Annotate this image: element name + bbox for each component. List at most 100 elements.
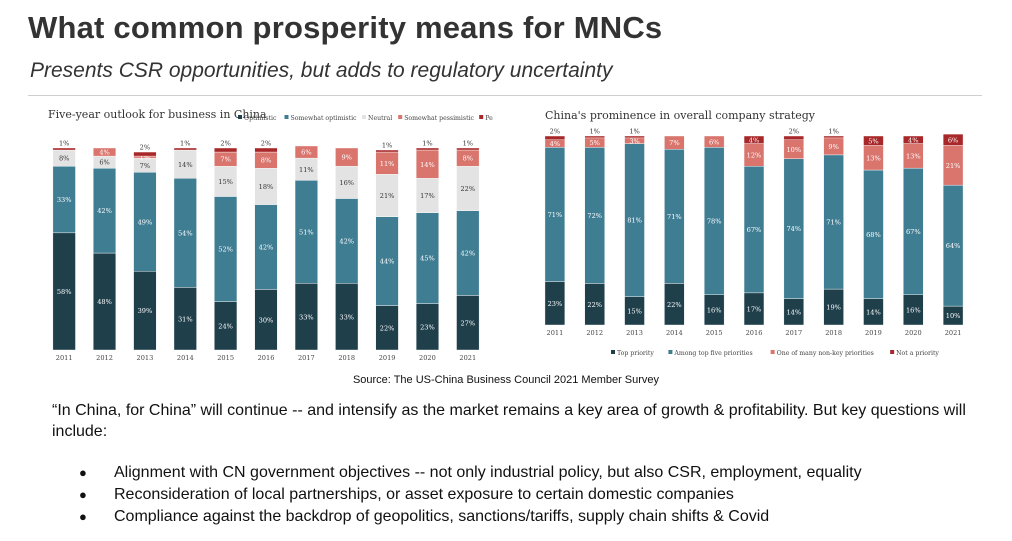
legend-swatch	[479, 115, 484, 119]
data-label: 18%	[259, 183, 274, 191]
bar-segment	[254, 147, 278, 153]
x-tick-label: 2019	[865, 329, 882, 337]
data-label: 4%	[908, 136, 918, 144]
legend-swatch	[611, 350, 615, 354]
x-tick-label: 2013	[137, 354, 154, 362]
bullet-dot-icon: ●	[79, 465, 87, 480]
data-label: 8%	[463, 155, 473, 163]
x-tick-label: 2011	[56, 354, 73, 362]
data-label: 6%	[99, 159, 109, 167]
data-label: 2%	[140, 144, 150, 152]
data-label: 16%	[906, 306, 921, 314]
legend-label: Somewhat pessimistic	[404, 115, 474, 122]
data-label: 1%	[382, 142, 392, 150]
data-label: 4%	[550, 140, 560, 148]
data-label: 74%	[786, 225, 801, 233]
bullet-item: ● Alignment with CN government objectives…	[52, 462, 982, 484]
data-label: 42%	[97, 207, 112, 215]
data-label: 33%	[339, 313, 354, 321]
x-tick-label: 2013	[626, 329, 643, 337]
chart-title: China's prominence in overall company st…	[545, 109, 816, 122]
data-label: 14%	[420, 161, 435, 169]
data-label: 45%	[420, 255, 435, 263]
legend-swatch	[770, 350, 775, 354]
data-label: 2%	[261, 140, 271, 148]
data-label: 22%	[587, 301, 602, 309]
bar-segment	[52, 147, 76, 151]
data-label: 1%	[59, 140, 69, 148]
data-label: 2%	[220, 140, 230, 148]
data-label: 10%	[946, 312, 961, 320]
data-label: 31%	[178, 315, 193, 323]
data-label: 78%	[707, 218, 722, 226]
x-tick-label: 2015	[217, 354, 234, 362]
bullet-item: ● Reconsideration of local partnerships, …	[52, 484, 982, 506]
data-label: 16%	[707, 306, 722, 314]
data-label: 68%	[866, 231, 881, 239]
data-label: 72%	[587, 212, 602, 220]
bar-segment	[863, 135, 884, 146]
data-label: 39%	[138, 307, 153, 315]
data-label: 22%	[380, 324, 395, 332]
bar-segment	[664, 135, 685, 150]
data-label: 42%	[339, 238, 354, 246]
legend-swatch	[362, 115, 367, 119]
x-tick-label: 2014	[177, 354, 194, 362]
x-tick-label: 2019	[379, 354, 396, 362]
legend-label: Somewhat optimistic	[291, 115, 358, 122]
data-label: 71%	[548, 211, 563, 219]
x-tick-label: 2017	[298, 354, 315, 362]
data-label: 2%	[550, 128, 560, 136]
bar-segment	[456, 147, 480, 151]
bar-segment	[415, 147, 439, 151]
data-label: 71%	[667, 213, 682, 221]
title-divider	[28, 95, 982, 96]
data-label: 71%	[826, 219, 841, 227]
bar-segment	[624, 135, 645, 139]
chart-title: Five-year outlook for business in China	[48, 108, 267, 121]
legend-label: Not a priority	[896, 350, 939, 357]
data-label: 58%	[57, 288, 72, 296]
bar-segment	[942, 133, 964, 146]
data-label: 4%	[99, 149, 109, 157]
x-tick-label: 2018	[825, 329, 842, 337]
bullet-dot-icon: ●	[79, 509, 87, 524]
data-label: 1%	[828, 128, 838, 136]
data-label: 64%	[946, 242, 961, 250]
outlook-chart-svg: Five-year outlook for business in ChinaO…	[48, 108, 493, 362]
legend-swatch	[890, 350, 895, 354]
body-paragraph: “In China, for China” will continue -- a…	[52, 402, 966, 440]
legend-label: Pessimistic	[485, 115, 493, 122]
data-label: 1%	[180, 140, 190, 148]
bar-segment	[173, 147, 197, 151]
data-label: 21%	[946, 162, 961, 170]
data-label: 42%	[259, 244, 274, 252]
legend-swatch	[284, 115, 289, 119]
data-label: 6%	[709, 138, 719, 146]
data-label: 2%	[789, 128, 799, 136]
slide-title: What common prosperity means for MNCs	[28, 10, 663, 45]
data-label: 22%	[460, 185, 475, 193]
data-label: 1%	[140, 153, 150, 161]
data-label: 3%	[629, 137, 639, 145]
legend-label: One of many non-key priorities	[777, 350, 874, 357]
data-label: 13%	[866, 154, 881, 162]
x-tick-label: 2016	[258, 354, 275, 362]
x-tick-label: 2020	[419, 354, 436, 362]
bar-segment	[903, 135, 924, 144]
bar-segment	[294, 145, 318, 159]
bar-segment	[214, 147, 238, 153]
data-label: 10%	[786, 146, 801, 154]
bar-segment	[783, 135, 804, 140]
legend-label: Optimistic	[244, 115, 277, 122]
data-label: 81%	[627, 217, 642, 225]
data-label: 8%	[261, 157, 271, 165]
x-tick-label: 2020	[905, 329, 922, 337]
legend-label: Top priority	[617, 350, 654, 357]
data-label: 51%	[299, 228, 314, 236]
bar-segment	[823, 135, 844, 139]
data-label: 33%	[57, 196, 72, 204]
slide-subtitle: Presents CSR opportunities, but adds to …	[30, 59, 613, 82]
data-label: 1%	[629, 128, 639, 136]
data-label: 21%	[380, 192, 395, 200]
